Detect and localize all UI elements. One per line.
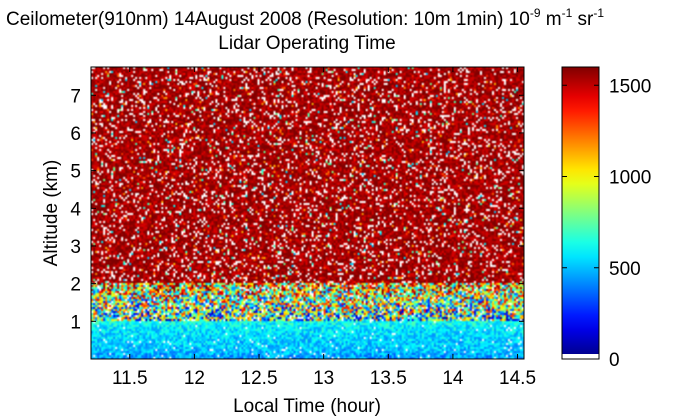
y-tick-label: 3 [70,237,81,258]
x-tick-label: 12.5 [241,368,278,389]
x-tick-label: 11.5 [112,368,148,389]
y-tick-label: 7 [70,86,81,107]
x-tick-label: 14 [442,368,464,389]
x-tick-label: 14.5 [499,368,536,389]
chart-title-text: Ceilometer(910nm) 14August 2008 (Resolut… [6,9,530,30]
title-exponent-3: -1 [593,6,604,20]
colorbar-gradient [562,67,599,359]
x-tick-label: 12 [184,368,205,389]
y-tick-label: 5 [70,162,81,183]
title-exponent-2: -1 [562,6,573,20]
x-axis-ticks: 11.5 12 12.5 13 13.5 14 14.5 [112,67,536,389]
y-axis-label: Altitude (km) [41,160,62,267]
colorbar-frame [561,66,600,360]
x-tick-label: 13 [313,368,334,389]
colorbar-tick-label: 1000 [609,168,651,189]
chart-title: Ceilometer(910nm) 14August 2008 (Resolut… [6,6,604,30]
x-axis-label: Local Time (hour) [233,396,381,417]
heatmap-image [91,67,524,359]
title-exponent-1: -9 [530,6,541,20]
colorbar-tick-label: 0 [609,350,620,371]
chart-subtitle: Lidar Operating Time [218,33,395,54]
x-tick-label: 13.5 [370,368,407,389]
title-unit-2: sr [572,9,594,30]
y-tick-label: 4 [70,199,81,220]
y-axis-ticks: 1 2 3 4 5 6 7 [70,86,524,333]
y-tick-label: 1 [70,312,81,333]
colorbar: 0 500 1000 1500 [561,66,651,371]
y-tick-label: 2 [70,275,81,296]
plot-frame [90,66,525,360]
colorbar-ticks: 0 500 1000 1500 [562,76,651,371]
colorbar-zero-band [562,354,599,359]
colorbar-tick-label: 500 [609,259,641,280]
title-unit-1: m [541,9,562,30]
y-tick-label: 6 [70,124,81,145]
colorbar-tick-label: 1500 [609,76,651,97]
